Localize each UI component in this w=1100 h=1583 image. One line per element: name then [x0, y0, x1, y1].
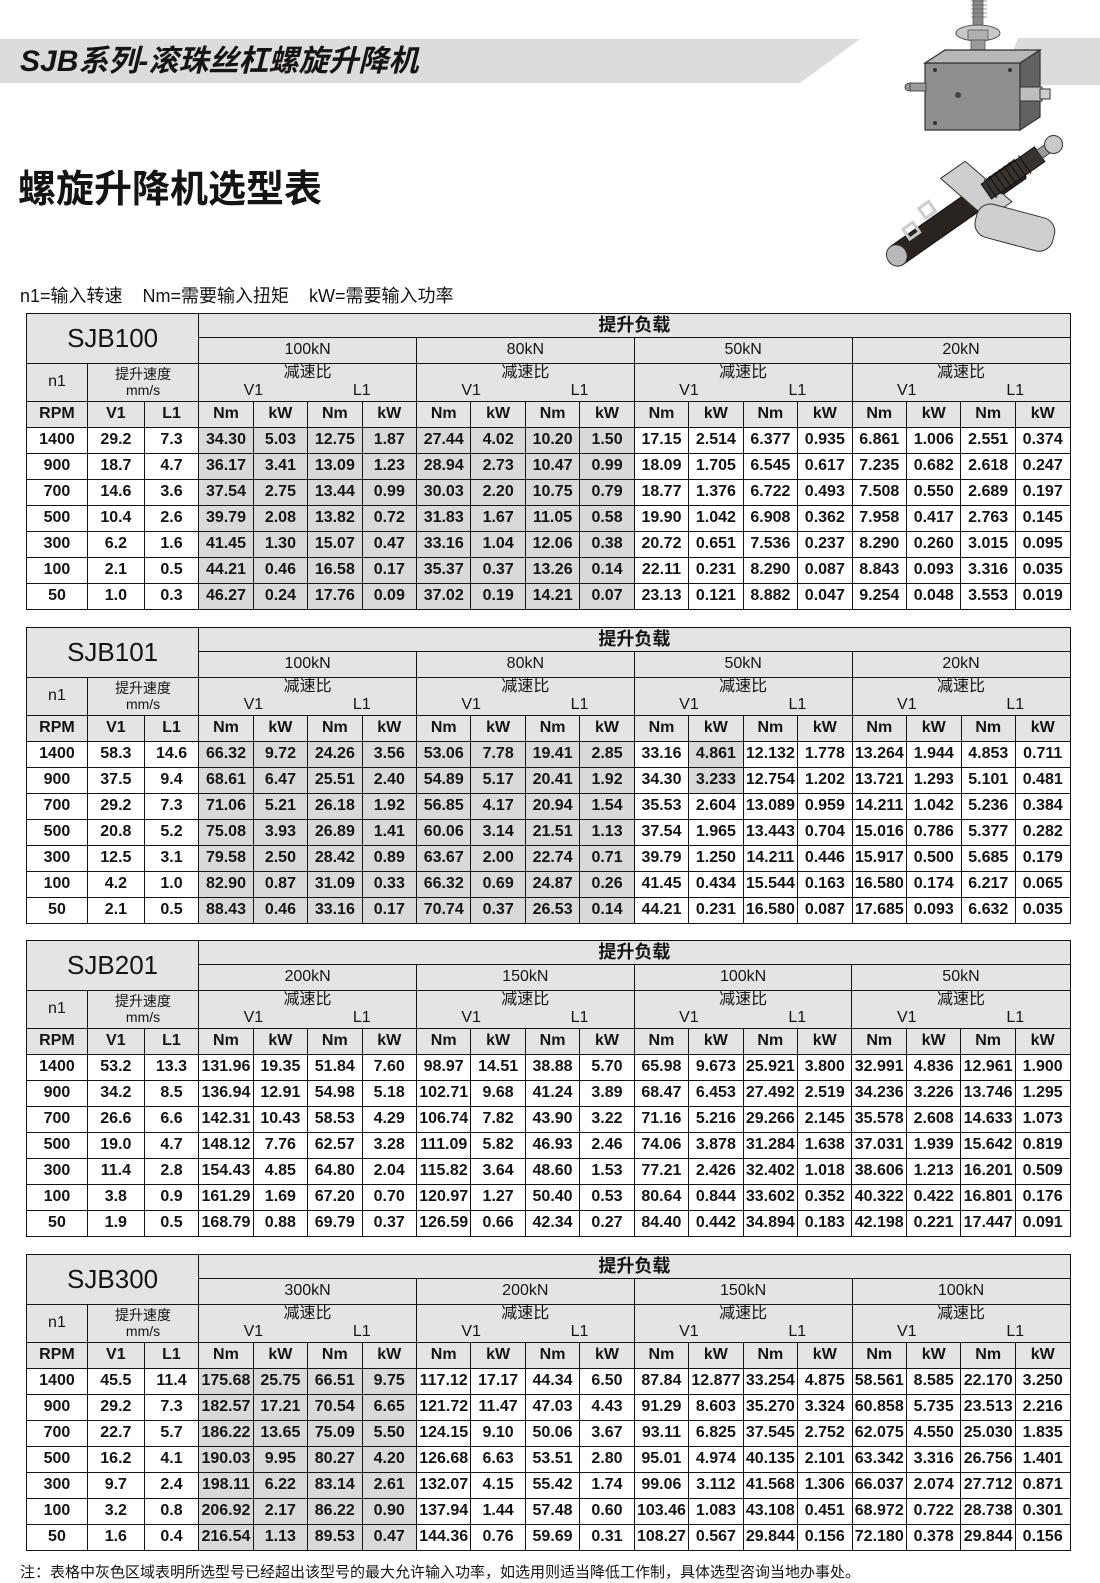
svg-text:SJB系列-滚珠丝杠螺旋升降机: SJB系列-滚珠丝杠螺旋升降机: [20, 45, 420, 78]
